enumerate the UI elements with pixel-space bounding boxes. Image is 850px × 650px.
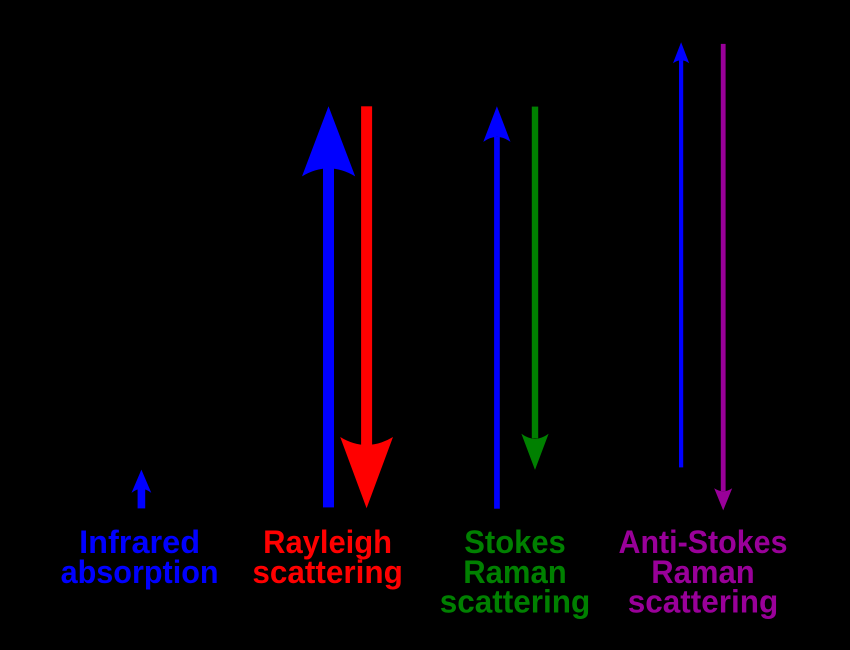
svg-text:scattering: scattering <box>628 584 779 620</box>
svg-text:Raman: Raman <box>651 554 755 590</box>
svg-text:Infrared: Infrared <box>79 524 200 560</box>
svg-text:scattering: scattering <box>252 554 403 590</box>
svg-text:Anti-Stokes: Anti-Stokes <box>619 524 788 560</box>
svg-text:Rayleigh: Rayleigh <box>263 524 392 560</box>
svg-text:scattering: scattering <box>440 584 591 620</box>
svg-text:Raman: Raman <box>463 554 567 590</box>
svg-text:Stokes: Stokes <box>464 524 566 560</box>
svg-text:absorption: absorption <box>61 554 219 590</box>
